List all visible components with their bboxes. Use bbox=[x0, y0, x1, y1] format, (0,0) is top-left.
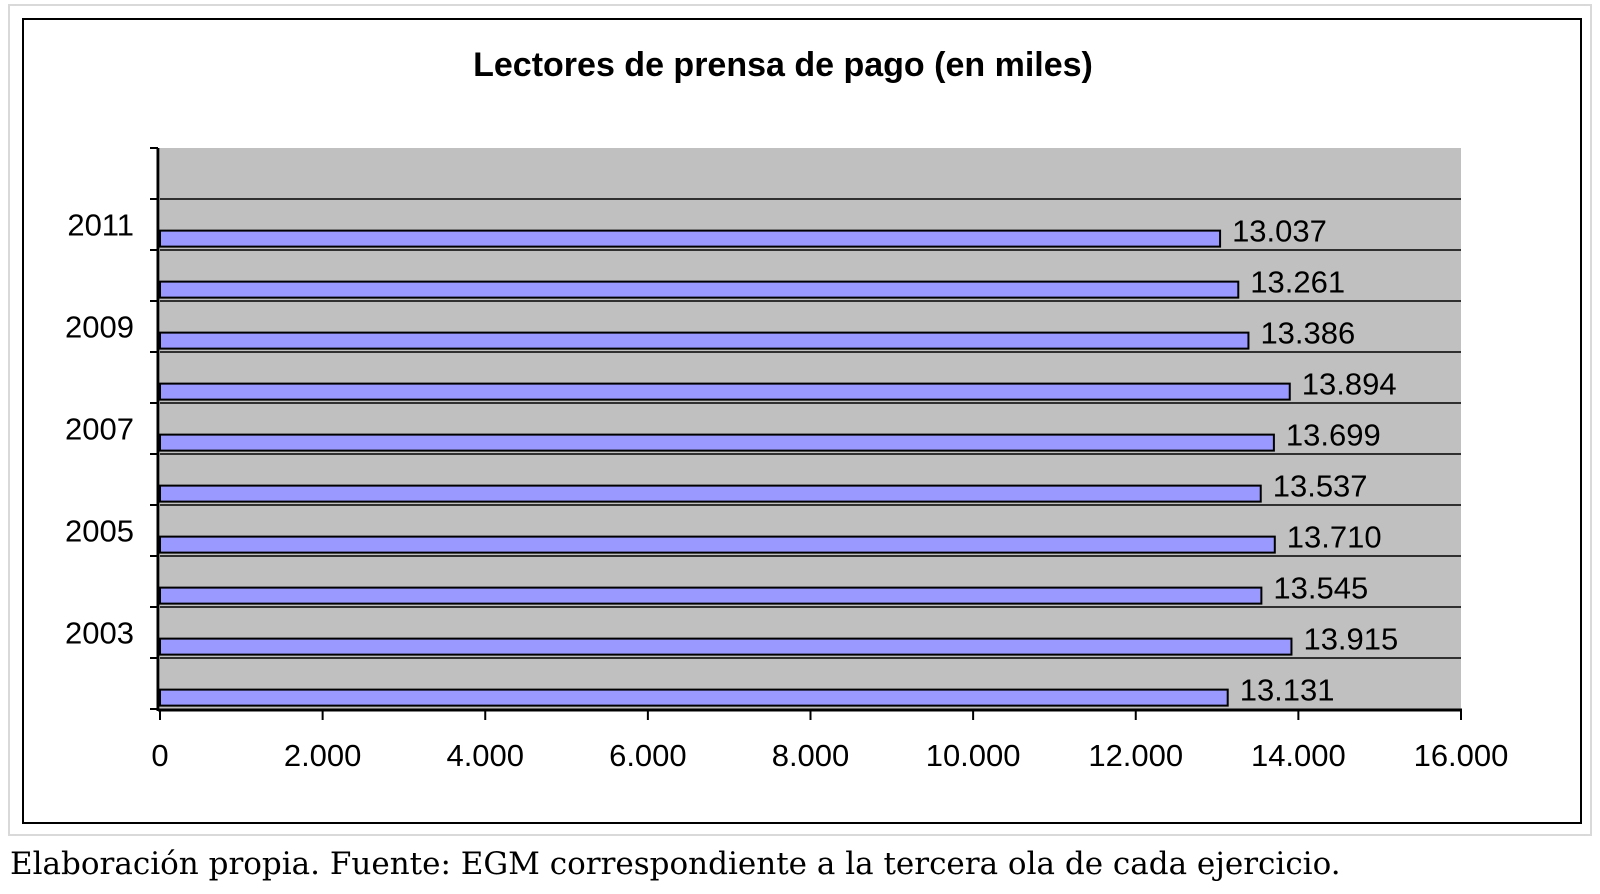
y-tick-label: 2007 bbox=[65, 412, 134, 447]
x-tick-label: 10.000 bbox=[926, 738, 1021, 773]
bar bbox=[159, 280, 1240, 299]
bar bbox=[159, 382, 1291, 401]
bar bbox=[159, 484, 1262, 503]
x-tick-label: 6.000 bbox=[609, 738, 687, 773]
data-label: 13.261 bbox=[1250, 265, 1345, 300]
data-label: 13.545 bbox=[1273, 571, 1368, 606]
x-tick-label: 12.000 bbox=[1088, 738, 1183, 773]
data-labels: 13.131 13.915 13.545 13.710 13.537 13.699 13.8… bbox=[1232, 214, 1398, 708]
bar bbox=[159, 586, 1263, 605]
data-label: 13.131 bbox=[1240, 673, 1335, 708]
y-tick-label: 2003 bbox=[65, 616, 134, 651]
y-tick-label: 2009 bbox=[65, 310, 134, 345]
bar bbox=[159, 433, 1275, 452]
x-tick-label: 16.000 bbox=[1414, 738, 1509, 773]
x-tick-label: 4.000 bbox=[446, 738, 524, 773]
bar-chart: Lectores de prensa de pago (en miles) 13… bbox=[65, 46, 1508, 773]
x-axis-labels: 0 2.000 4.000 6.000 8.000 10.000 12.000 14.000 1… bbox=[151, 738, 1508, 773]
x-tick-label: 14.000 bbox=[1251, 738, 1346, 773]
data-label: 13.894 bbox=[1302, 367, 1397, 402]
source-caption: Elaboración propia. Fuente: EGM correspo… bbox=[10, 846, 1341, 882]
x-tick-label: 8.000 bbox=[772, 738, 850, 773]
bars bbox=[159, 229, 1293, 707]
bar bbox=[159, 229, 1222, 248]
bar bbox=[159, 331, 1250, 350]
x-axis-ticks bbox=[159, 710, 1462, 720]
bar bbox=[159, 535, 1276, 554]
chart-title: Lectores de prensa de pago (en miles) bbox=[473, 46, 1093, 84]
data-label: 13.386 bbox=[1260, 316, 1355, 351]
y-axis-ticks bbox=[150, 147, 158, 710]
bar bbox=[159, 688, 1229, 707]
y-tick-label: 2005 bbox=[65, 514, 134, 549]
x-tick-label: 2.000 bbox=[284, 738, 362, 773]
data-label: 13.710 bbox=[1287, 520, 1382, 555]
x-tick-label: 0 bbox=[151, 738, 168, 773]
bar bbox=[159, 637, 1293, 656]
data-label: 13.915 bbox=[1303, 622, 1398, 657]
y-axis-labels: 2003 2005 2007 2009 2011 bbox=[65, 208, 134, 651]
data-label: 13.037 bbox=[1232, 214, 1327, 249]
data-label: 13.699 bbox=[1286, 418, 1381, 453]
gridlines bbox=[160, 198, 1461, 659]
y-tick-label: 2011 bbox=[67, 208, 134, 243]
data-label: 13.537 bbox=[1273, 469, 1368, 504]
